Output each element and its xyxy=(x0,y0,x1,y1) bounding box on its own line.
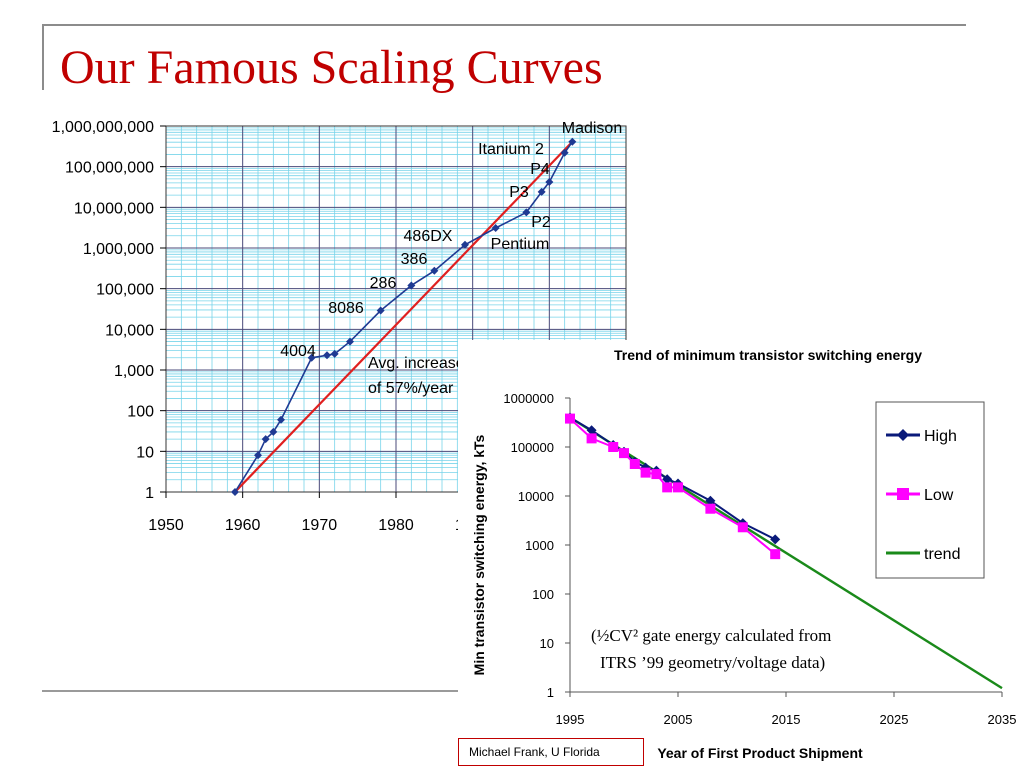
data-point xyxy=(254,451,262,460)
y-tick-label: 1000000 xyxy=(503,391,554,406)
data-point xyxy=(568,137,577,146)
legend-marker xyxy=(897,488,909,500)
x-tick-label: 1960 xyxy=(225,517,261,534)
slide-frame-left-rule xyxy=(42,24,44,90)
low-data-point xyxy=(565,413,575,424)
chip-annotation: Pentium xyxy=(491,236,550,253)
data-point xyxy=(269,427,278,436)
slide-footer-rule xyxy=(42,690,462,692)
y-axis-label: Min transistor switching energy, kTs xyxy=(471,434,487,675)
legend-label: Low xyxy=(924,487,954,504)
low-series-line xyxy=(569,417,776,555)
low-data-point xyxy=(640,467,651,478)
data-point xyxy=(231,488,239,496)
chip-annotation: 8086 xyxy=(328,300,364,317)
low-data-point xyxy=(619,448,629,459)
high-data-point xyxy=(770,534,781,545)
low-data-point xyxy=(662,482,673,493)
high-data-point xyxy=(705,495,716,506)
chip-annotation: P3 xyxy=(509,184,529,201)
legend-label: High xyxy=(924,428,957,445)
slide-frame-top-rule xyxy=(42,24,966,26)
chip-annotation: 286 xyxy=(370,275,397,292)
data-point xyxy=(537,187,546,196)
x-tick-label: 2015 xyxy=(772,712,801,727)
y-tick-label: 1,000,000 xyxy=(83,241,154,258)
y-tick-label: 1,000 xyxy=(114,363,154,380)
y-tick-label: 100 xyxy=(127,404,154,421)
data-point xyxy=(261,435,270,444)
chip-annotation: 386 xyxy=(401,251,428,268)
chip-annotation: Itanium 2 xyxy=(478,141,544,158)
x-axis-label: Year of First Product Shipment xyxy=(657,745,863,761)
data-point xyxy=(560,148,569,157)
y-tick-label: 1 xyxy=(547,685,554,700)
chip-annotation: 486DX xyxy=(404,228,453,245)
x-tick-label: 2025 xyxy=(880,712,909,727)
slide-title: Our Famous Scaling Curves xyxy=(60,41,603,94)
y-tick-label: 10,000 xyxy=(105,322,154,339)
switching-energy-chart: Trend of minimum transistor switching en… xyxy=(471,347,1017,761)
high-data-point xyxy=(586,425,597,436)
legend-marker xyxy=(897,429,909,441)
chip-annotation: Madison xyxy=(562,120,622,137)
chip-annotation: P2 xyxy=(531,214,551,231)
chip-annotation: 4004 xyxy=(280,343,316,360)
data-point xyxy=(407,281,416,290)
x-tick-label: 2005 xyxy=(664,712,693,727)
legend: High Low trend xyxy=(875,401,985,579)
low-data-point xyxy=(770,549,781,560)
low-data-point xyxy=(608,442,619,452)
low-data-point xyxy=(737,522,748,533)
trend-line xyxy=(570,416,1003,690)
switching-energy-panel: Trend of minimum transistor switching en… xyxy=(458,340,1024,768)
y-tick-label: 1 xyxy=(145,485,154,502)
x-tick-label: 1980 xyxy=(378,517,414,534)
y-tick-label: 1,000,000,000 xyxy=(52,119,154,136)
data-point xyxy=(330,349,339,358)
data-point xyxy=(307,353,316,362)
gate-energy-note-line-2: ITRS ’99 geometry/voltage data) xyxy=(600,653,825,672)
data-point xyxy=(376,306,385,315)
low-data-point xyxy=(673,482,683,493)
data-point xyxy=(522,208,531,217)
legend-box xyxy=(875,401,985,579)
low-data-point xyxy=(705,503,716,514)
x-tick-label: 1995 xyxy=(556,712,585,727)
data-point xyxy=(323,351,331,360)
low-data-point xyxy=(629,458,640,469)
chip-annotation: P4 xyxy=(530,161,550,178)
chip-annotation: Avg. increase xyxy=(368,355,465,372)
y-tick-label: 100 xyxy=(532,587,554,602)
y-tick-label: 10 xyxy=(136,444,154,461)
y-tick-label: 10,000,000 xyxy=(74,200,154,217)
high-data-point xyxy=(662,474,673,485)
y-tick-label: 100,000 xyxy=(96,282,154,299)
y-tick-label: 10000 xyxy=(518,489,554,504)
data-point xyxy=(491,224,500,233)
legend-label: trend xyxy=(924,546,960,563)
chart-title: Trend of minimum transistor switching en… xyxy=(614,347,922,363)
y-tick-label: 10 xyxy=(540,636,554,651)
low-data-point xyxy=(651,469,662,480)
data-point xyxy=(545,177,554,186)
chip-annotation: of 57%/year xyxy=(368,380,454,397)
data-point xyxy=(461,240,469,249)
data-point xyxy=(277,415,285,424)
data-point xyxy=(430,266,439,275)
y-tick-label: 100000 xyxy=(511,440,554,455)
data-point xyxy=(346,337,354,346)
x-tick-label: 1950 xyxy=(148,517,184,534)
y-tick-label: 100,000,000 xyxy=(65,160,154,177)
low-data-point xyxy=(586,433,597,444)
trend-line xyxy=(234,140,574,493)
gate-energy-note-line-1: (½CV² gate energy calculated from xyxy=(591,626,831,645)
author-credit-box: Michael Frank, U Florida xyxy=(458,738,644,766)
x-tick-label: 2035 xyxy=(988,712,1017,727)
x-tick-label: 1970 xyxy=(302,517,338,534)
y-tick-label: 1000 xyxy=(525,538,554,553)
